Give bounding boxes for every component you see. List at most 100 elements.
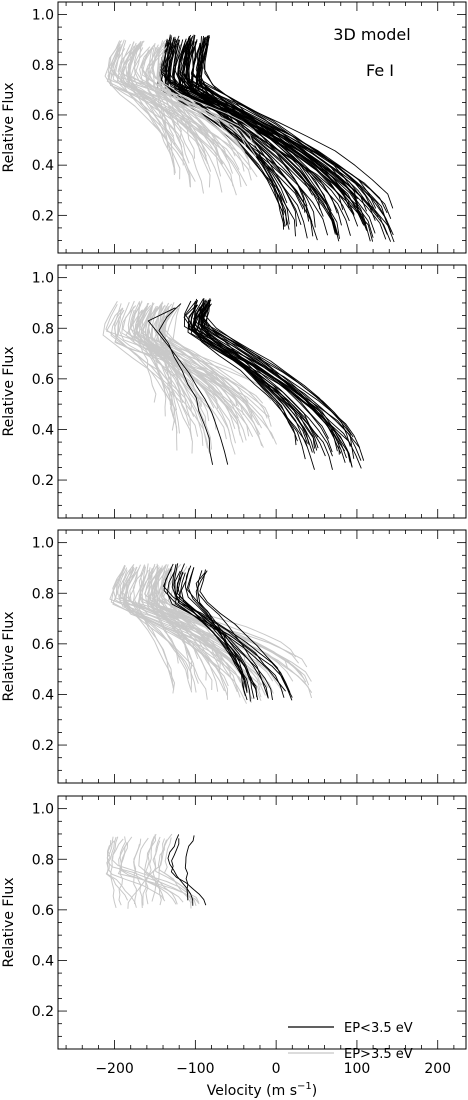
- profile-line: [144, 567, 221, 674]
- profile-line: [199, 569, 293, 701]
- panel-2-frame: [57, 264, 467, 519]
- panel-3-frame: [57, 529, 467, 784]
- y-tick-label: 1.0: [32, 802, 54, 818]
- panel-2: 0.2 0.4 0.6 0.8 1.0 Relative Flux: [1, 264, 467, 519]
- panel-2-curves: [102, 298, 365, 470]
- profile-line: [185, 35, 394, 209]
- profile-line: [158, 309, 253, 420]
- panel-3-curves: [109, 563, 313, 704]
- profile-line: [151, 564, 307, 683]
- y-tick-label: 0.2: [32, 473, 54, 489]
- y-tick-label: 1.0: [32, 271, 54, 287]
- y-tick-label: 0.2: [32, 1004, 54, 1020]
- profile-line: [177, 563, 269, 699]
- profile-line: [144, 833, 165, 901]
- y-axis-label: Relative Flux: [1, 346, 17, 436]
- y-axis-label: Relative Flux: [1, 82, 17, 172]
- profile-line: [121, 567, 175, 694]
- profile-line: [122, 305, 264, 448]
- y-tick-label: 0.6: [32, 372, 54, 388]
- profile-line: [129, 570, 197, 693]
- profile-line: [183, 300, 315, 454]
- profile-line: [184, 835, 195, 901]
- profile-line: [110, 308, 195, 417]
- legend: EP<3.5 eV EP>3.5 eV: [288, 1021, 413, 1062]
- profile-line: [173, 39, 308, 239]
- profile-line: [177, 43, 338, 235]
- y-tick-label: 0.6: [32, 637, 54, 653]
- profile-line: [133, 40, 224, 130]
- profile-line: [112, 838, 200, 903]
- y-tick-label: 0.4: [32, 687, 54, 703]
- y-tick-label: 0.4: [32, 953, 54, 969]
- profile-line: [151, 838, 165, 902]
- profile-line: [107, 840, 193, 904]
- y-tick-label: 0.8: [32, 586, 54, 602]
- profile-line: [200, 302, 308, 447]
- legend-label-high-ep: EP>3.5 eV: [344, 1047, 413, 1062]
- profile-line: [163, 43, 340, 242]
- profile-line: [121, 568, 284, 693]
- profile-line: [170, 838, 207, 906]
- y-tick-label: 0.4: [32, 158, 54, 174]
- profile-line: [120, 48, 176, 146]
- profile-line: [138, 837, 178, 905]
- panels-group: 0.2 0.4 0.6 0.8 1.0 Relative Flux 0.2 0.4 0.6 0.8…: [1, 1, 467, 1077]
- profile-line: [108, 48, 191, 188]
- profile-line: [125, 41, 175, 176]
- panel-4-curves: [105, 833, 207, 909]
- profile-line: [163, 837, 192, 909]
- profile-line: [151, 305, 241, 436]
- profile-line: [105, 304, 211, 454]
- profile-line: [104, 40, 183, 148]
- profile-line: [184, 38, 344, 211]
- profile-line: [147, 302, 210, 440]
- y-tick-label: 0.6: [32, 108, 54, 124]
- y-tick-label: 0.6: [32, 903, 54, 919]
- profile-line: [203, 299, 353, 468]
- profile-line: [109, 47, 208, 165]
- y-tick-label: 0.2: [32, 738, 54, 754]
- profile-line: [125, 564, 269, 688]
- panel-3: 0.2 0.4 0.6 0.8 1.0 Relative Flux: [1, 529, 467, 784]
- legend-label-low-ep: EP<3.5 eV: [344, 1021, 413, 1036]
- profile-line: [120, 47, 181, 180]
- profile-line: [130, 304, 254, 438]
- profile-line: [198, 304, 354, 438]
- profile-line: [196, 42, 350, 209]
- profile-line: [202, 304, 342, 454]
- x-tick-label: 200: [424, 1061, 451, 1077]
- x-axis-label: Velocity (m s−1): [207, 1081, 317, 1099]
- y-tick-label: 0.2: [32, 208, 54, 224]
- profile-line: [147, 307, 229, 465]
- profile-line: [187, 304, 333, 470]
- y-tick-label: 0.8: [32, 321, 54, 337]
- panel-4: 0.2 0.4 0.6 0.8 1.0 Relative Flux −200 −100 0 100…: [1, 795, 467, 1077]
- profile-line: [174, 572, 293, 698]
- profile-line: [117, 49, 252, 181]
- profile-line: [143, 308, 184, 404]
- profile-line: [156, 40, 211, 188]
- profile-line: [195, 37, 284, 230]
- y-tick-label: 0.4: [32, 422, 54, 438]
- profile-line: [128, 41, 220, 158]
- profile-line: [163, 563, 261, 659]
- profile-line: [190, 44, 324, 217]
- profile-line: [127, 306, 270, 418]
- profile-line: [126, 40, 175, 168]
- profile-line: [119, 569, 308, 668]
- profile-line: [163, 563, 285, 698]
- annotation-element: Fe I: [366, 61, 394, 80]
- profile-line: [158, 41, 210, 137]
- profile-line: [128, 309, 247, 441]
- profile-line: [140, 302, 178, 411]
- profile-line: [160, 39, 374, 242]
- profile-line: [139, 567, 274, 694]
- profile-line: [161, 564, 241, 698]
- profile-line: [120, 40, 251, 168]
- profile-line: [201, 304, 333, 453]
- profile-line: [139, 44, 204, 194]
- x-tick-label: −200: [95, 1061, 133, 1077]
- profile-line: [125, 570, 208, 700]
